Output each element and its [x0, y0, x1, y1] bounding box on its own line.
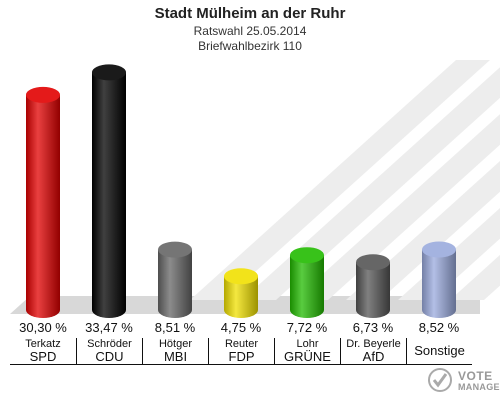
bars-group — [26, 64, 456, 318]
value-label: 30,30 % — [19, 320, 67, 335]
category-label: Sonstige — [406, 338, 472, 365]
value-label: 6,73 % — [352, 320, 394, 335]
bar-base — [92, 302, 126, 318]
bar-body — [290, 255, 324, 310]
bar-base — [422, 302, 456, 318]
background-stripe — [242, 67, 500, 300]
party-name: SPD — [29, 349, 57, 364]
category-label: Hötger MBI — [142, 338, 208, 365]
bar-base — [290, 302, 324, 318]
bar-cdu — [92, 64, 126, 318]
vote-manager-logo: VOTE MANAGER — [420, 364, 500, 398]
value-label: 4,75 % — [220, 320, 262, 335]
bar-top — [290, 247, 324, 264]
candidate-name: Reuter — [224, 338, 259, 350]
bar-base — [224, 302, 258, 318]
category-labels-row: Terkatz SPD Schröder CDU Hötger MBI Reuter FDP L… — [10, 338, 480, 365]
candidate-name: Hötger — [158, 338, 193, 350]
bar-top — [356, 254, 390, 271]
bar-spd — [26, 86, 60, 318]
bar-top — [26, 86, 60, 103]
party-name: Sonstige — [414, 343, 465, 358]
chart-title: Stadt Mülheim an der Ruhr — [154, 5, 346, 22]
category-label: Terkatz SPD — [10, 338, 76, 365]
bar-base — [26, 302, 60, 318]
candidate-name: Lohr — [296, 338, 319, 350]
party-name: CDU — [95, 349, 124, 364]
chart-subtitle: Ratswahl 25.05.2014 — [193, 24, 307, 38]
background-stripe — [294, 114, 500, 300]
bar-body — [26, 94, 60, 311]
party-name: MBI — [163, 349, 188, 364]
logo-text-manager: MANAGER — [458, 382, 500, 392]
candidate-name: Schröder — [87, 338, 132, 350]
value-label: 7,72 % — [286, 320, 328, 335]
value-label: 33,47 % — [85, 320, 133, 335]
value-label: 8,52 % — [418, 320, 460, 335]
bar-grüne — [290, 247, 324, 318]
value-label: 8,51 % — [154, 320, 196, 335]
bar-body — [92, 72, 126, 310]
bar-top — [224, 268, 258, 285]
bar-base — [356, 302, 390, 318]
party-name: GRÜNE — [284, 349, 331, 364]
candidate-name: Dr. Beyerle — [346, 338, 401, 350]
bar-top — [158, 241, 192, 258]
background-stripe — [450, 254, 500, 300]
bar-body — [422, 249, 456, 310]
category-label: Reuter FDP — [208, 338, 274, 365]
category-label: Schröder CDU — [76, 338, 142, 365]
checkmark-icon — [428, 368, 452, 392]
bar-afd — [356, 254, 390, 318]
category-label: Lohr GRÜNE — [274, 338, 340, 365]
party-name: FDP — [228, 349, 255, 364]
bar-top — [422, 241, 456, 258]
value-labels-row: 30,30 % 33,47 % 8,51 % 4,75 % 7,72 % 6,73 % 8,… — [10, 320, 480, 335]
bar-top — [92, 64, 126, 81]
bar-base — [158, 302, 192, 318]
bar-sonstige — [422, 241, 456, 318]
logo-text-vote: VOTE — [458, 369, 493, 383]
bar-body — [158, 249, 192, 310]
background-stripe — [190, 60, 490, 300]
bar-fdp — [224, 268, 258, 318]
chart-district: Briefwahlbezirk 110 — [198, 39, 302, 53]
party-name: AfD — [362, 349, 385, 364]
candidate-name: Terkatz — [25, 338, 61, 350]
bar-mbi — [158, 241, 192, 318]
category-label: Dr. Beyerle AfD — [340, 338, 406, 365]
